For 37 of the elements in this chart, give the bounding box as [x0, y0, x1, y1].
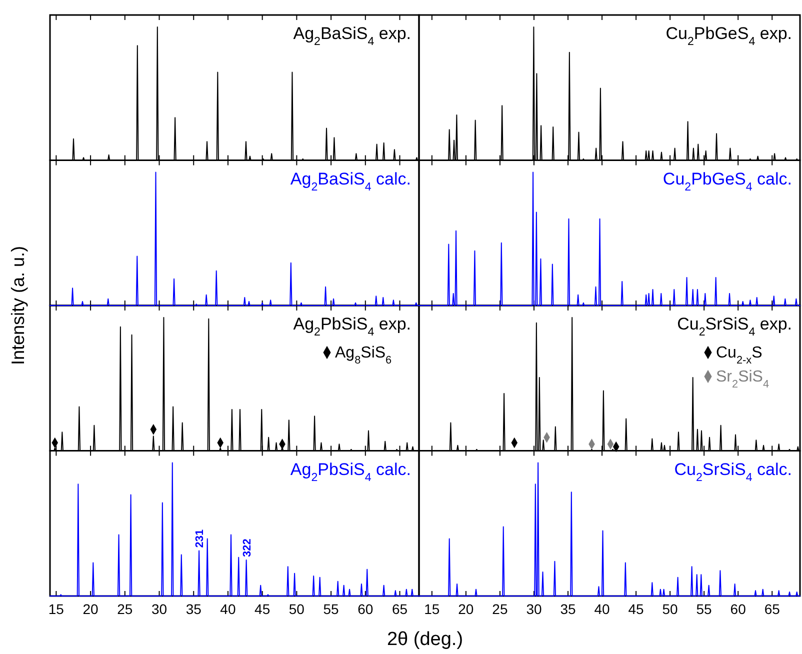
- chart-title: Cu$_{2}$PbGeS$_{4}$ exp.: [666, 24, 792, 48]
- y-axis-title: Intensity (a. u.): [8, 246, 28, 366]
- x-tick-label: 20: [82, 601, 99, 617]
- x-tick-label: 55: [696, 601, 712, 617]
- x-tick-label: 25: [492, 601, 508, 617]
- x-tick-label: 65: [764, 601, 780, 617]
- legend-label: Sr$_{2}$SiS$_{4}$: [716, 368, 770, 390]
- annotation: 231: [194, 529, 206, 548]
- chart-title: Ag$_{2}$BaSiS$_{4}$ calc.: [290, 169, 411, 194]
- x-tick-label: 25: [117, 601, 133, 617]
- x-tick-label: 50: [662, 601, 678, 617]
- x-tick-label: 35: [560, 601, 576, 617]
- annotation: 322: [241, 538, 254, 558]
- x-tick-label: 55: [323, 601, 340, 617]
- chart-title: Cu$_{2}$SrSiS$_{4}$ exp.: [677, 314, 792, 338]
- x-tick-label: 20: [458, 601, 474, 617]
- x-tick-label: 60: [358, 601, 374, 617]
- x-tick-label: 45: [254, 601, 270, 617]
- chart-title: Cu$_{2}$SrSiS$_{4}$ calc.: [674, 460, 792, 484]
- chart-title: Ag$_{2}$PbSiS$_{4}$ exp.: [293, 314, 411, 338]
- x-tick-label: 15: [424, 601, 440, 617]
- legend-label: Cu$_{2-x}$S: [716, 344, 762, 366]
- x-tick-label: 65: [392, 601, 408, 617]
- chart-title: Ag$_{2}$BaSiS$_{4}$ exp.: [293, 24, 411, 48]
- x-tick-label: 30: [526, 601, 542, 617]
- x-axis-title: 2θ (deg.): [386, 629, 464, 650]
- chart-title: Cu$_{2}$PbGeS$_{4}$ calc.: [662, 169, 792, 194]
- x-tick-label: 50: [288, 601, 305, 617]
- x-tick-label: 40: [594, 601, 610, 617]
- x-tick-label: 45: [628, 601, 644, 617]
- x-tick-label: 60: [730, 601, 746, 617]
- x-tick-label: 15: [48, 601, 64, 617]
- x-tick-label: 30: [151, 601, 168, 617]
- chart-title: Ag$_{2}$PbSiS$_{4}$ calc.: [290, 460, 411, 484]
- x-tick-label: 40: [220, 601, 236, 617]
- x-tick-label: 35: [186, 601, 202, 617]
- legend-label: Ag$_{8}$SiS$_{6}$: [335, 344, 392, 366]
